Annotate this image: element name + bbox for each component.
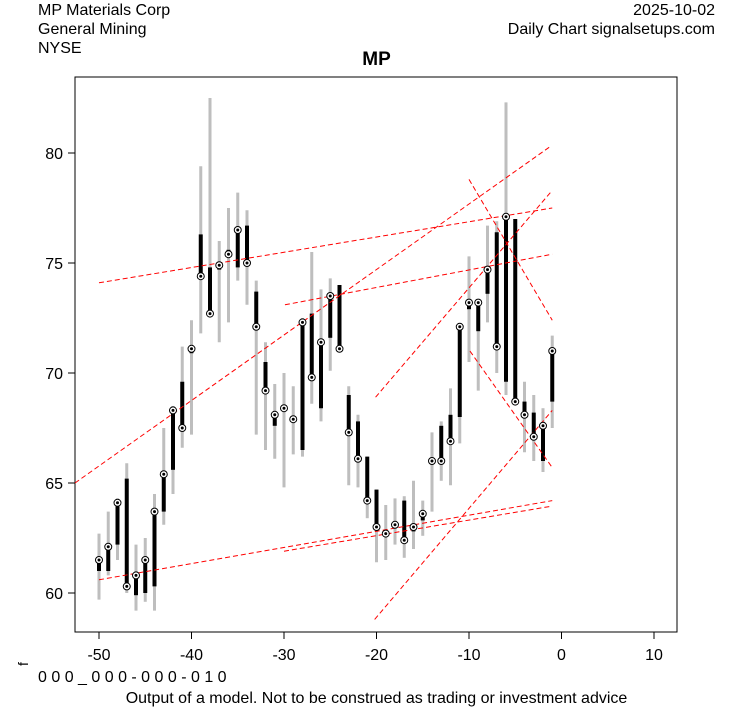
close-marker-dot xyxy=(532,435,536,439)
company-name: MP Materials Corp xyxy=(38,2,171,19)
close-marker-dot xyxy=(412,525,415,529)
close-marker-dot xyxy=(208,312,212,316)
close-marker-dot xyxy=(106,545,110,549)
close-marker-dot xyxy=(217,263,221,267)
x-tick-label: -20 xyxy=(365,647,388,664)
close-marker-dot xyxy=(291,417,295,421)
close-marker-dot xyxy=(504,215,508,219)
x-tick-label: -50 xyxy=(87,647,110,664)
close-marker-dot xyxy=(134,573,138,577)
close-marker-dot xyxy=(125,584,129,588)
trend-line xyxy=(74,145,551,484)
close-marker-dot xyxy=(319,340,323,344)
close-marker-dot xyxy=(550,349,554,353)
close-marker-dot xyxy=(338,347,341,351)
y-tick-label: 75 xyxy=(45,256,63,273)
trend-line xyxy=(98,500,553,581)
close-marker-dot xyxy=(430,459,434,463)
y-tick-label: 65 xyxy=(45,476,63,493)
close-marker-dot xyxy=(245,261,249,265)
chart-title: MP xyxy=(362,49,391,70)
close-marker-dot xyxy=(328,294,332,298)
close-marker-dot xyxy=(171,408,175,412)
close-marker-dot xyxy=(449,439,452,443)
x-tick-label: -40 xyxy=(180,647,203,664)
x-tick-label: -30 xyxy=(272,647,295,664)
trend-line xyxy=(468,179,553,321)
y-tick-label: 80 xyxy=(45,146,63,163)
close-marker-dot xyxy=(439,459,443,463)
close-marker-dot xyxy=(282,406,286,410)
trend-line xyxy=(284,253,553,306)
close-marker-dot xyxy=(236,228,240,232)
trend-line xyxy=(469,350,553,468)
close-marker-dot xyxy=(199,274,203,278)
x-tick-label: 0 xyxy=(557,647,566,664)
close-marker-dot xyxy=(116,501,119,505)
close-marker-dot xyxy=(495,345,499,349)
close-marker-dot xyxy=(486,268,489,272)
close-marker-dot xyxy=(513,400,517,404)
close-marker-dot xyxy=(143,558,147,562)
close-marker-dot xyxy=(97,558,101,562)
close-marker-dot xyxy=(467,301,471,305)
close-marker-dot xyxy=(301,320,304,324)
close-marker-dot xyxy=(375,525,378,529)
trend-line xyxy=(283,505,553,552)
close-marker-dot xyxy=(402,538,406,542)
chart-date: 2025-10-02 xyxy=(633,2,715,19)
close-marker-dot xyxy=(356,457,360,461)
exchange-label: NYSE xyxy=(38,40,82,57)
close-marker-dot xyxy=(365,499,369,503)
close-marker-dot xyxy=(393,523,397,527)
close-marker-dot xyxy=(273,413,277,417)
trend-line xyxy=(375,190,553,398)
close-marker-dot xyxy=(254,325,258,329)
close-marker-dot xyxy=(347,430,351,434)
trend-line xyxy=(98,207,553,284)
y-tick-label: 60 xyxy=(45,586,63,603)
close-marker-dot xyxy=(162,472,166,476)
x-tick-label: -10 xyxy=(457,647,480,664)
close-marker-dot xyxy=(180,426,184,430)
close-marker-dot xyxy=(310,375,314,379)
close-marker-dot xyxy=(476,301,480,305)
close-marker-dot xyxy=(264,389,267,393)
sector-label: General Mining xyxy=(38,21,147,38)
close-marker-dot xyxy=(421,512,425,516)
x-tick-label: 10 xyxy=(645,647,663,664)
chart-source: Daily Chart signalsetups.com xyxy=(507,21,715,38)
close-marker-dot xyxy=(384,532,388,536)
close-marker-dot xyxy=(153,510,156,514)
disclaimer: Output of a model. Not to be construed a… xyxy=(125,690,628,707)
trend-line xyxy=(374,410,553,620)
model-code: 0 0 0 _ 0 0 0 - 0 0 0 - 0 1 0 xyxy=(38,669,227,686)
close-marker-dot xyxy=(541,424,545,428)
y-tick-label: 70 xyxy=(45,366,63,383)
close-marker-dot xyxy=(227,252,230,256)
close-marker-dot xyxy=(458,325,462,329)
close-marker-dot xyxy=(523,413,526,417)
close-marker-dot xyxy=(190,347,193,351)
